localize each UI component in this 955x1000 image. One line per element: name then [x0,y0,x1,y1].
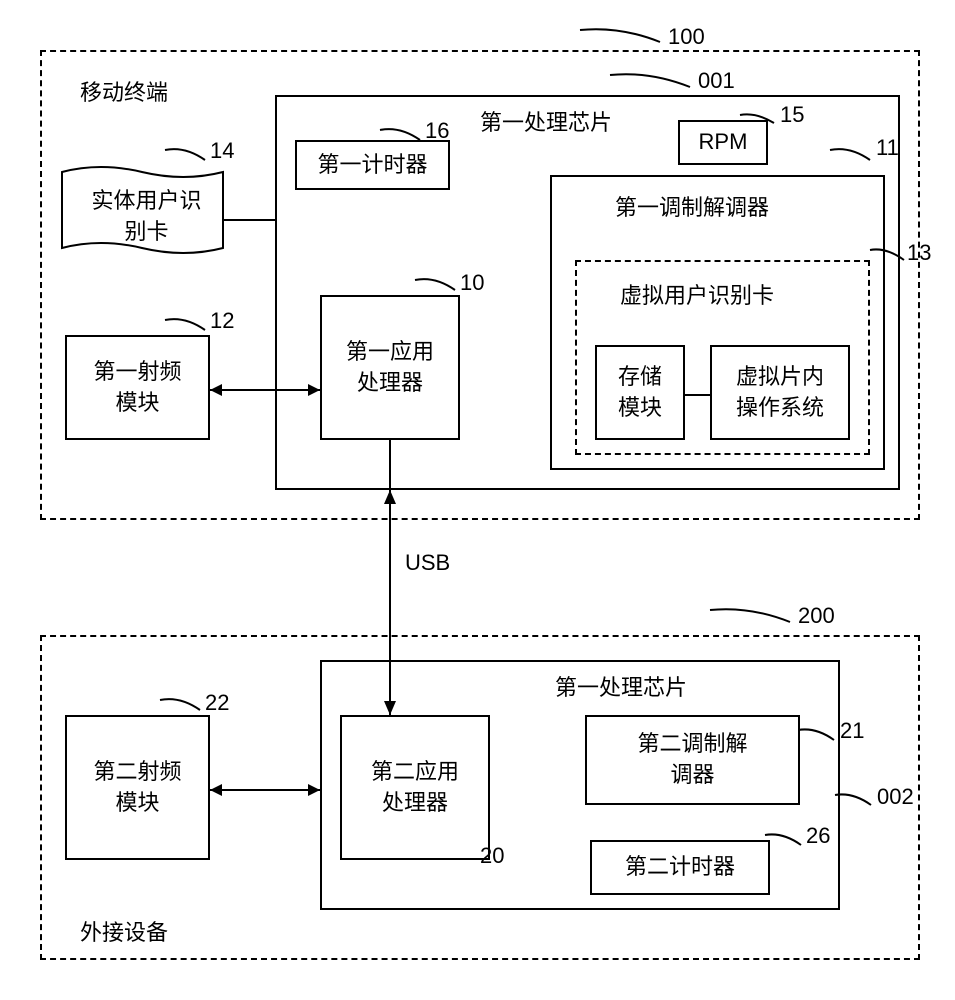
first-timer-box: 第一计时器 [295,140,450,190]
first-ap-box: 第一应用 处理器 [320,295,460,440]
second-rf-text: 第二射频 模块 [89,753,185,823]
rpm-text: RPM [695,123,752,162]
second-rf-box: 第二射频 模块 [65,715,210,860]
num-16: 16 [425,118,449,144]
second-timer-box: 第二计时器 [590,840,770,895]
num-001: 001 [698,68,735,94]
num-200: 200 [798,603,835,629]
storage-text: 存储 模块 [614,358,666,428]
second-modem-box: 第二调制解 调器 [585,715,800,805]
num-26: 26 [806,823,830,849]
first-modem-label: 第一调制解调器 [615,190,769,222]
mobile-terminal-label: 移动终端 [80,75,168,107]
first-rf-box: 第一射频 模块 [65,335,210,440]
first-ap-text: 第一应用 处理器 [342,333,438,403]
num-100: 100 [668,24,705,50]
num-13: 13 [907,240,931,266]
rpm-box: RPM [678,120,768,165]
storage-box: 存储 模块 [595,345,685,440]
sim-card-box: 实体用户识 别卡 [60,160,225,260]
num-002: 002 [877,784,914,810]
num-20: 20 [480,843,504,869]
usb-label: USB [405,550,450,576]
first-rf-text: 第一射频 模块 [89,353,185,423]
sim-card-text: 实体用户识 别卡 [60,182,233,252]
first-chip-label: 第一处理芯片 [480,105,612,137]
num-11: 11 [876,135,899,161]
num-14: 14 [210,138,234,164]
second-chip-label: 第一处理芯片 [555,670,687,702]
second-ap-text: 第二应用 处理器 [367,753,463,823]
virtual-card-label: 虚拟用户识别卡 [620,278,774,310]
second-ap-box: 第二应用 处理器 [340,715,490,860]
external-device-label: 外接设备 [80,915,168,947]
num-15: 15 [780,102,804,128]
num-10: 10 [460,270,484,296]
vos-text: 虚拟片内 操作系统 [732,358,828,428]
num-12: 12 [210,308,234,334]
diagram-root: 移动终端 100 第一处理芯片 001 第一计时器 16 RPM 15 实体用户… [20,20,935,980]
second-timer-text: 第二计时器 [621,848,739,887]
num-22: 22 [205,690,229,716]
second-modem-text: 第二调制解 调器 [633,725,751,795]
vos-box: 虚拟片内 操作系统 [710,345,850,440]
num-21: 21 [840,718,864,744]
first-timer-text: 第一计时器 [313,146,431,185]
